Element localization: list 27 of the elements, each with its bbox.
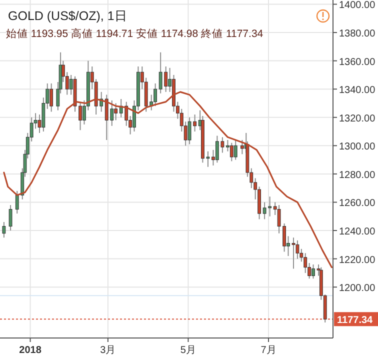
y-tick-label: 1380.00: [339, 28, 376, 40]
candlestick: [114, 102, 118, 121]
candlestick: [2, 222, 6, 238]
ref-line-label: 1177.34: [337, 315, 374, 326]
y-tick-label: 1240.00: [339, 226, 376, 238]
y-tick-label: 1400.00: [339, 0, 376, 12]
y-tick-label: 1200.00: [339, 283, 376, 294]
candlestick: [230, 142, 234, 162]
candlestick: [8, 204, 12, 232]
y-tick-label: 1340.00: [339, 85, 376, 96]
candlestick: [15, 190, 19, 214]
x-tick-label: 2018: [19, 345, 42, 356]
text: 始値 1193.95 高値 1194.71 安値 1174.98 終値 1177.34: [6, 27, 264, 40]
candlestick: [304, 252, 308, 274]
y-tick-label: 1280.00: [339, 170, 376, 181]
candlestick: [234, 140, 238, 160]
x-tick-label: 3月: [100, 345, 116, 356]
y-tick-label: 1320.00: [339, 113, 376, 124]
x-tick-label: 7月: [260, 345, 276, 356]
y-tick-label: 1300.00: [339, 142, 376, 153]
y-tick-label: 1260.00: [339, 198, 376, 210]
candlestick: [50, 82, 54, 112]
y-tick-label: 1360.00: [339, 56, 376, 68]
y-tick-label: 1220.00: [339, 254, 376, 266]
candlestick: [154, 82, 158, 107]
x-tick-label: 5月: [180, 345, 196, 356]
text: GOLD (US$/OZ), 1日: [8, 9, 128, 23]
